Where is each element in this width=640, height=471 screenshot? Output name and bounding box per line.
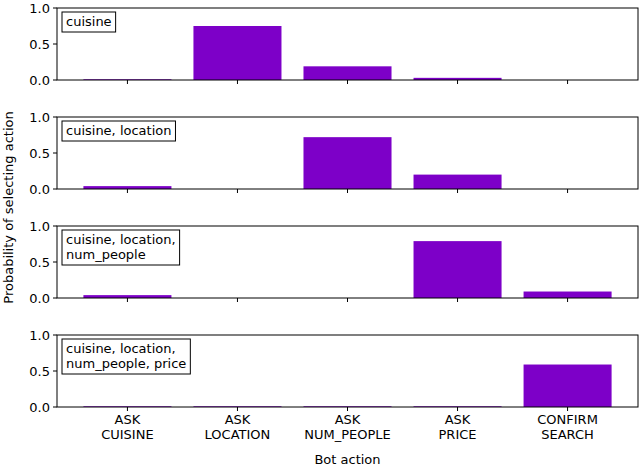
y-tick (53, 44, 57, 45)
annotation-text: cuisine, location,num_people (66, 232, 176, 262)
x-tick (237, 80, 238, 84)
bars (83, 137, 501, 189)
y-tick-label: 0.0 (29, 291, 50, 306)
x-tick (457, 298, 458, 302)
x-tick (127, 407, 128, 411)
y-tick-label: 0.0 (29, 400, 50, 415)
annotation-text: cuisine, location,num_people, price (66, 341, 186, 371)
axes-frame (57, 117, 638, 189)
axes-frame (57, 335, 638, 407)
y-tick-label: 0.5 (29, 37, 50, 52)
x-tick (237, 298, 238, 302)
x-tick (457, 80, 458, 84)
bar (414, 175, 502, 189)
y-tick (53, 189, 57, 190)
annotation: cuisine, location,num_people (62, 230, 180, 265)
x-tick (567, 80, 568, 84)
x-tick-label: ASKPRICE (439, 412, 477, 442)
axes-frame (57, 8, 638, 80)
y-tick (53, 80, 57, 81)
y-tick (53, 226, 57, 227)
y-tick (53, 153, 57, 154)
panel: 0.0 0.5 1.0 cuisine, location (29, 110, 638, 197)
panel: 0.0 0.5 1.0 cuisine, location,num_people (29, 219, 638, 306)
x-axis-label: Bot action (314, 452, 380, 467)
x-tick (127, 189, 128, 193)
x-tick (457, 407, 458, 411)
annotation: cuisine, location,num_people, price (62, 339, 190, 374)
y-tick-label: 0.5 (29, 255, 50, 270)
y-tick (53, 298, 57, 299)
annotation-box (62, 230, 180, 265)
y-tick-label: 1.0 (29, 1, 50, 16)
background (0, 0, 640, 471)
x-tick (347, 298, 348, 302)
bar (414, 241, 502, 298)
y-tick-label: 0.5 (29, 364, 50, 379)
bar (524, 365, 612, 407)
y-tick-label: 1.0 (29, 328, 50, 343)
bar (193, 26, 281, 80)
annotation: cuisine, location (62, 121, 175, 141)
bars (83, 26, 501, 80)
x-tick (127, 298, 128, 302)
y-tick-label: 0.0 (29, 182, 50, 197)
bar (303, 66, 391, 80)
x-tick-label: ASKCUISINE (101, 412, 153, 442)
x-tick (347, 80, 348, 84)
x-tick-label: ASKNUM_PEOPLE (304, 412, 391, 442)
annotation: cuisine (62, 12, 116, 32)
x-tick (457, 189, 458, 193)
y-tick-label: 1.0 (29, 219, 50, 234)
y-tick-label: 0.0 (29, 73, 50, 88)
y-tick (53, 407, 57, 408)
annotation-text: cuisine, location (66, 123, 171, 138)
y-tick (53, 371, 57, 372)
annotation-box (62, 12, 116, 32)
x-tick (347, 407, 348, 411)
y-tick (53, 8, 57, 9)
panel: 0.0 0.5 1.0 ASKCUISINE ASKLOCATION ASKNUM_PEO… (29, 328, 638, 443)
x-tick-label: CONFIRMSEARCH (537, 412, 598, 442)
y-tick (53, 262, 57, 263)
x-tick (237, 407, 238, 411)
figure: 0.0 0.5 1.0 cuisine 0.0 0.5 1.0 cuisine, locati… (0, 0, 640, 471)
x-tick (127, 80, 128, 84)
bar (524, 292, 612, 298)
x-tick (567, 407, 568, 411)
y-tick (53, 335, 57, 336)
panel: 0.0 0.5 1.0 cuisine (29, 1, 638, 88)
x-tick (567, 298, 568, 302)
y-axis-label: Probability of selecting action (1, 111, 16, 303)
annotation-text: cuisine (66, 14, 112, 29)
x-tick (237, 189, 238, 193)
x-tick (347, 189, 348, 193)
y-tick (53, 117, 57, 118)
y-tick-label: 1.0 (29, 110, 50, 125)
x-tick-label: ASKLOCATION (205, 412, 271, 442)
annotation-box (62, 339, 190, 374)
bar (303, 137, 391, 189)
annotation-box (62, 121, 175, 141)
y-tick-label: 0.5 (29, 146, 50, 161)
x-tick (567, 189, 568, 193)
axes-frame (57, 226, 638, 298)
